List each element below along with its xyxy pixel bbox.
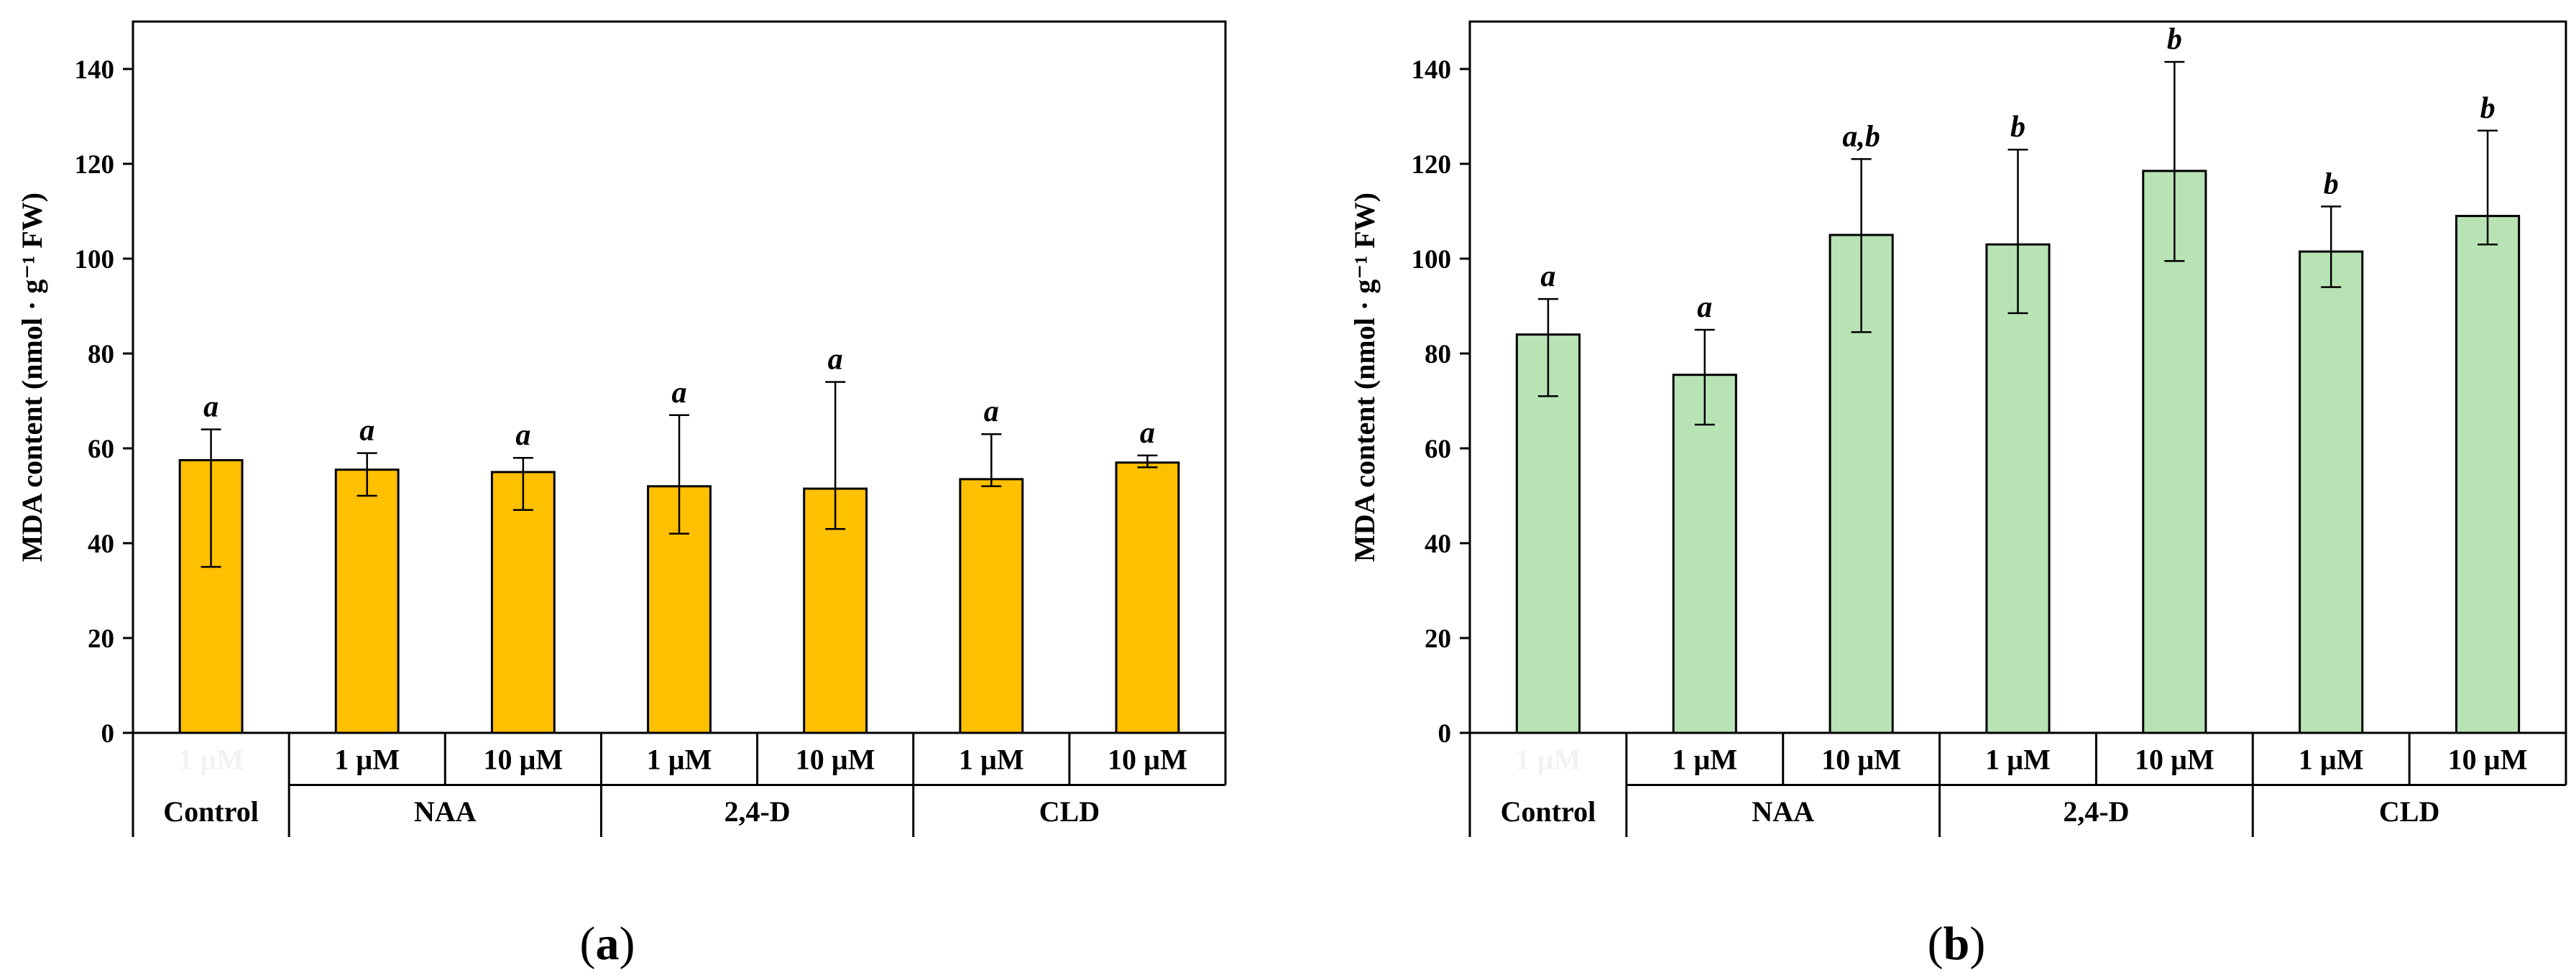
significance-letter: a <box>515 419 530 452</box>
y-tick-label: 100 <box>1412 245 1452 274</box>
panel-label-close: ) <box>1969 918 1985 970</box>
concentration-label: 1 µM <box>1516 743 1581 775</box>
bar <box>2455 215 2521 734</box>
panel-label-open: ( <box>580 918 596 970</box>
significance-letter: b <box>2480 92 2496 125</box>
significance-letter: b <box>2167 23 2182 56</box>
y-tick-label: 20 <box>88 624 114 654</box>
group-label: CLD <box>2379 795 2439 828</box>
significance-letter: a <box>828 343 843 376</box>
panel-label-letter: a <box>596 918 620 970</box>
significance-letter: a,b <box>1842 120 1880 153</box>
significance-letter: a <box>203 391 218 424</box>
group-label: CLD <box>1039 795 1100 828</box>
concentration-label: 10 µM <box>796 743 875 775</box>
bar <box>959 478 1024 734</box>
y-tick-label: 100 <box>75 245 115 274</box>
bar <box>490 471 556 734</box>
y-axis-title: MDA content (nmol · g⁻¹ FW) <box>16 193 48 562</box>
y-tick-label: 60 <box>1425 435 1451 464</box>
y-tick-label: 140 <box>75 55 115 85</box>
bar <box>1985 243 2051 734</box>
group-label: NAA <box>1752 795 1814 828</box>
chart-panel-b: 0 20 40 60 80 100 120 140 MDA content (nmol · g⁻… <box>1348 20 2567 970</box>
group-label: 2,4-D <box>724 795 790 828</box>
bar <box>2142 170 2207 734</box>
concentration-label: 10 µM <box>2448 743 2528 775</box>
bar <box>1515 333 1581 734</box>
group-label: Control <box>163 795 259 828</box>
significance-letter: a <box>1140 417 1155 450</box>
panel-label: (b) <box>1928 918 1986 970</box>
concentration-label: 1 µM <box>178 743 244 775</box>
y-tick-label: 40 <box>1425 530 1451 559</box>
concentration-label: 10 µM <box>1108 743 1187 775</box>
group-label: Control <box>1501 795 1596 828</box>
y-tick-label: 0 <box>101 719 115 749</box>
y-tick-label: 120 <box>1412 150 1452 180</box>
y-tick-label: 60 <box>88 435 114 464</box>
significance-letter: a <box>672 376 687 410</box>
y-tick-label: 80 <box>88 340 114 369</box>
panel-label-close: ) <box>620 918 635 970</box>
group-label: 2,4-D <box>2063 795 2129 828</box>
bar <box>1115 461 1180 734</box>
significance-letter: b <box>2324 167 2339 200</box>
bar <box>334 468 400 734</box>
panel-label-letter: b <box>1944 918 1970 970</box>
y-tick-label: 0 <box>1438 719 1452 749</box>
concentration-label: 1 µM <box>959 743 1024 775</box>
significance-letter: a <box>1697 291 1712 324</box>
significance-letter: b <box>2010 111 2025 144</box>
concentration-label: 10 µM <box>483 743 563 775</box>
group-label: NAA <box>414 795 477 828</box>
bar <box>178 459 244 734</box>
concentration-label: 10 µM <box>1821 743 1901 775</box>
panel-label-open: ( <box>1928 918 1944 970</box>
significance-letter: a <box>1540 260 1555 293</box>
bar <box>1672 374 1737 734</box>
y-tick-label: 20 <box>1425 624 1451 654</box>
y-axis-title: MDA content (nmol · g⁻¹ FW) <box>1348 193 1381 562</box>
y-tick-label: 120 <box>75 150 115 180</box>
concentration-label: 1 µM <box>1985 743 2051 775</box>
y-tick-label: 80 <box>1425 340 1451 369</box>
bar <box>647 485 712 734</box>
significance-letter: a <box>359 415 374 448</box>
concentration-label: 10 µM <box>2135 743 2214 775</box>
chart-panel-a: 0 20 40 60 80 100 120 140 MDA content (nmol · g⁻… <box>16 20 1227 970</box>
panel-label: (a) <box>580 918 635 970</box>
concentration-label: 1 µM <box>334 743 400 775</box>
bar <box>2299 250 2364 734</box>
y-tick-label: 140 <box>1412 55 1452 85</box>
concentration-label: 1 µM <box>2299 743 2364 775</box>
y-tick-label: 40 <box>88 530 114 559</box>
concentration-label: 1 µM <box>1672 743 1737 775</box>
concentration-label: 1 µM <box>647 743 712 775</box>
significance-letter: a <box>984 395 999 428</box>
